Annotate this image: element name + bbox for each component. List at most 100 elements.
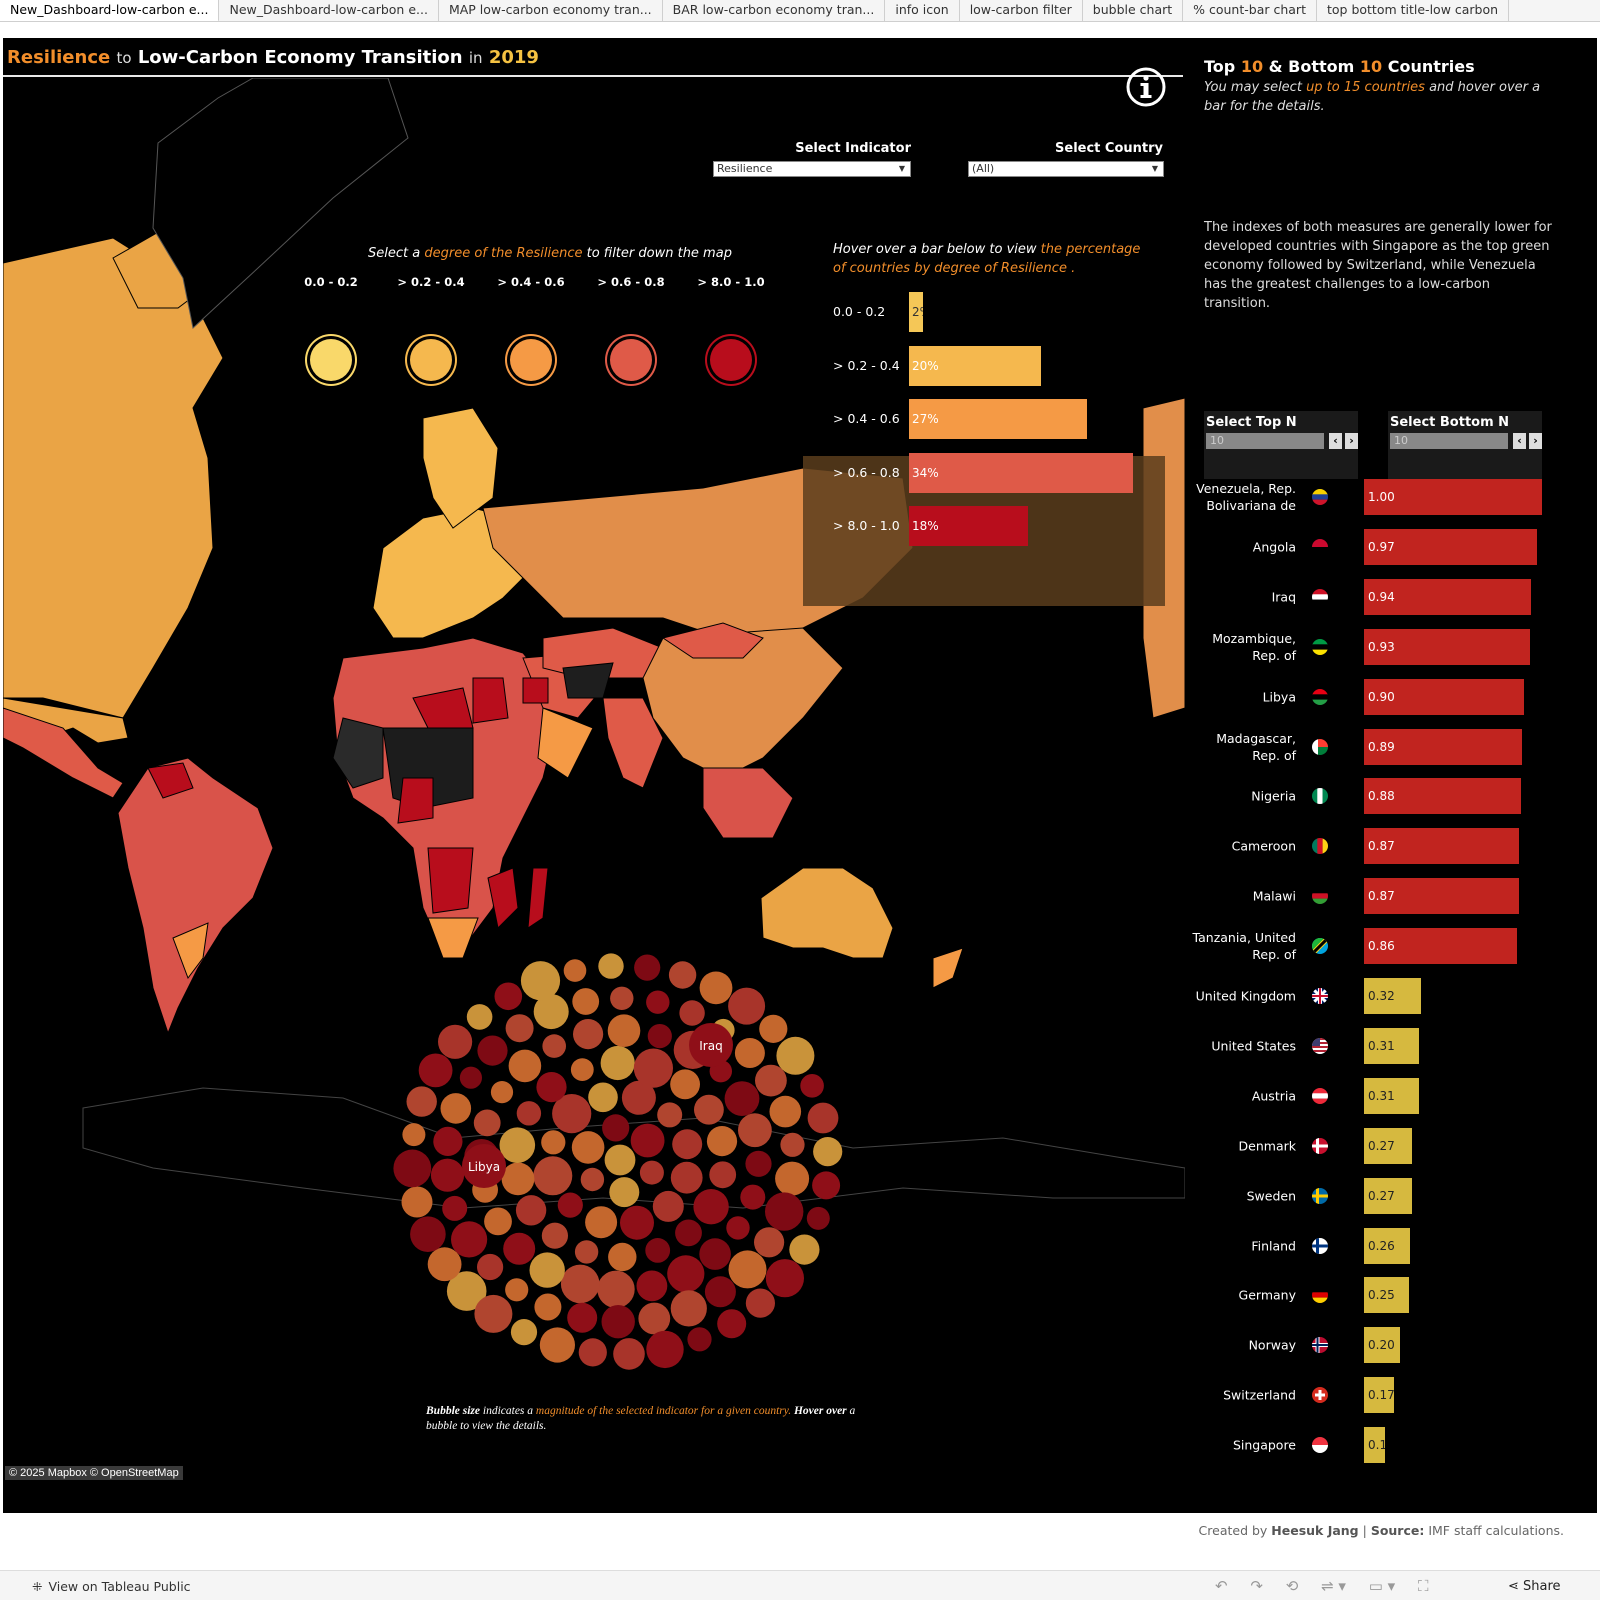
sheet-tab[interactable]: BAR low-carbon economy tran...: [663, 0, 886, 21]
dashboard-title: Resilience to Low-Carbon Economy Transit…: [7, 47, 539, 68]
comment-icon[interactable]: ▭ ▾: [1368, 1577, 1396, 1595]
redo-icon[interactable]: ↷: [1250, 1577, 1263, 1595]
country-value-bar[interactable]: 0.20: [1364, 1327, 1400, 1363]
top-n-increment-button[interactable]: ›: [1345, 433, 1358, 449]
title-bottom-n: 10: [1359, 57, 1383, 76]
top-n-input[interactable]: 10: [1206, 433, 1324, 449]
germany-flag-icon: [1312, 1287, 1328, 1303]
country-value-bar[interactable]: 0.94: [1364, 579, 1531, 615]
map-region-sahel: [332, 717, 384, 789]
country-row: Germany 0.25: [1186, 1275, 1596, 1315]
view-on-tableau-link[interactable]: ⁜ View on Tableau Public: [32, 1579, 191, 1594]
sheet-tab-strip: New_Dashboard-low-carbon e... New_Dashboa…: [0, 0, 1600, 22]
sheet-tab[interactable]: bubble chart: [1083, 0, 1184, 21]
sweden-flag-icon: [1312, 1188, 1328, 1204]
country-row: Norway 0.20: [1186, 1325, 1596, 1365]
sheet-tab[interactable]: % count-bar chart: [1183, 0, 1317, 21]
country-name: Malawi: [1252, 888, 1296, 904]
credit-created-by: Created by: [1198, 1523, 1272, 1538]
legend-range-label: > 0.2 - 0.4: [397, 275, 465, 289]
top-n-label: Select Top N: [1206, 415, 1297, 430]
country-row: Nigeria 0.88: [1186, 776, 1596, 816]
info-icon[interactable]: [1125, 66, 1167, 108]
tableau-logo-icon: ⁜: [32, 1579, 43, 1594]
country-name: Singapore: [1232, 1437, 1296, 1453]
legend-range-dot[interactable]: [310, 339, 352, 381]
country-label: Select Country: [1055, 141, 1163, 156]
country-row: Tanzania, United Rep. of 0.86: [1186, 926, 1596, 966]
sheet-tab[interactable]: top bottom title-low carbon: [1317, 0, 1510, 21]
country-name: Libya: [1262, 689, 1296, 705]
bottom-n-input[interactable]: 10: [1390, 433, 1508, 449]
sheet-tab[interactable]: MAP low-carbon economy tran...: [439, 0, 663, 21]
country-value-bar[interactable]: 0.31: [1364, 1028, 1419, 1064]
chevron-down-icon: ▼: [898, 164, 905, 173]
bubble-caption-e: a bubble to view the details.: [426, 1405, 856, 1432]
pct-bar[interactable]: 18%: [909, 506, 1028, 546]
sheet-tab[interactable]: New_Dashboard-low-carbon e...: [0, 0, 220, 21]
title-indicator: Resilience: [7, 47, 111, 68]
share-button[interactable]: ⋖ Share: [1508, 1579, 1561, 1594]
country-value-bar[interactable]: 0.25: [1364, 1277, 1409, 1313]
pct-bar[interactable]: 34%: [909, 453, 1133, 493]
cameroon-flag-icon: [1312, 838, 1328, 854]
country-row: United Kingdom 0.32: [1186, 976, 1596, 1016]
country-name: Sweden: [1246, 1188, 1296, 1204]
indicator-select[interactable]: Resilience ▼: [713, 161, 911, 177]
country-value-bar[interactable]: 0.97: [1364, 529, 1537, 565]
country-value-bar[interactable]: 0.86: [1364, 928, 1517, 964]
country-value-bar[interactable]: 0.88: [1364, 778, 1521, 814]
pct-bar[interactable]: 20%: [909, 346, 1041, 386]
legend-range-dot[interactable]: [710, 339, 752, 381]
country-value-bar[interactable]: 0.26: [1364, 1228, 1410, 1264]
country-name: Madagascar, Rep. of: [1216, 731, 1296, 763]
country-value-bar[interactable]: 1.00: [1364, 479, 1542, 515]
subtitle-highlight: up to 15 countries: [1306, 80, 1425, 95]
pct-bar-label: > 0.4 - 0.6: [833, 411, 900, 426]
sheet-tab[interactable]: low-carbon filter: [960, 0, 1083, 21]
country-value-bar[interactable]: 0.27: [1364, 1178, 1412, 1214]
credit-sep: |: [1358, 1523, 1371, 1538]
map-attribution[interactable]: © 2025 Mapbox © OpenStreetMap: [5, 1466, 183, 1480]
country-value-bar[interactable]: 0.87: [1364, 828, 1519, 864]
country-value-bar[interactable]: 0.32: [1364, 978, 1421, 1014]
country-value-bar[interactable]: 0.1: [1364, 1427, 1385, 1463]
sheet-tab[interactable]: info icon: [885, 0, 960, 21]
revert-icon[interactable]: ⟲: [1285, 1577, 1299, 1595]
bottom-toolbar: ⁜ View on Tableau Public ↶ ↷ ⟲ ⇌ ▾ ▭ ▾ ⛶ …: [0, 1570, 1600, 1600]
legend-prompt-c: to filter down the map: [582, 246, 732, 261]
legend-prompt-a: Select a: [368, 246, 425, 261]
legend-range-label: > 0.4 - 0.6: [497, 275, 565, 289]
country-value-bar[interactable]: 0.93: [1364, 629, 1530, 665]
refresh-icon[interactable]: ⇌ ▾: [1321, 1577, 1346, 1595]
pct-bar[interactable]: 2%: [909, 292, 923, 332]
venezuela-flag-icon: [1312, 489, 1328, 505]
legend-range-label: 0.0 - 0.2: [304, 275, 358, 289]
country-value-bar[interactable]: 0.87: [1364, 878, 1519, 914]
top-n-decrement-button[interactable]: ‹: [1329, 433, 1342, 449]
tanzania-flag-icon: [1312, 938, 1328, 954]
sheet-tab[interactable]: New_Dashboard-low-carbon e...: [219, 0, 439, 21]
legend-range-label: > 0.6 - 0.8: [597, 275, 665, 289]
country-value-bar[interactable]: 0.89: [1364, 729, 1522, 765]
country-select[interactable]: (All) ▼: [968, 161, 1164, 177]
map-region-angola: [427, 847, 474, 914]
undo-icon[interactable]: ↶: [1215, 1577, 1228, 1595]
legend-range-dot[interactable]: [610, 339, 652, 381]
uk-flag-icon: [1312, 988, 1328, 1004]
legend-range-dot[interactable]: [410, 339, 452, 381]
fullscreen-icon[interactable]: ⛶: [1418, 1577, 1429, 1595]
bottom-n-increment-button[interactable]: ›: [1529, 433, 1542, 449]
country-value-bar[interactable]: 0.17: [1364, 1377, 1394, 1413]
country-value-bar[interactable]: 0.90: [1364, 679, 1524, 715]
pct-bar[interactable]: 27%: [909, 399, 1087, 439]
top-bottom-title: Top 10 & Bottom 10 Countries: [1204, 57, 1475, 76]
country-value-bar[interactable]: 0.31: [1364, 1078, 1419, 1114]
country-value-bar[interactable]: 0.27: [1364, 1128, 1412, 1164]
legend-range-dot[interactable]: [510, 339, 552, 381]
legend-prompt: Select a degree of the Resilience to fil…: [368, 246, 732, 261]
bottom-n-decrement-button[interactable]: ‹: [1513, 433, 1526, 449]
map-region-afghanistan: [562, 662, 614, 699]
map-region-greenland: [152, 78, 409, 329]
us-flag-icon: [1312, 1038, 1328, 1054]
